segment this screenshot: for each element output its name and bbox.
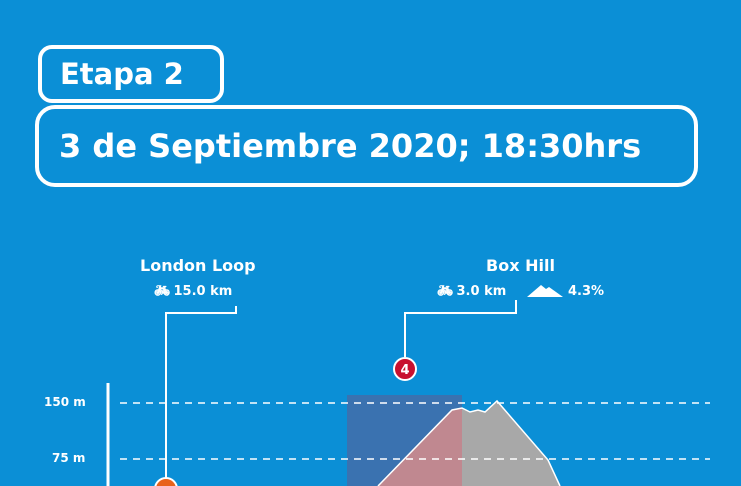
profile-segment [462, 401, 560, 486]
stage-label: Etapa 2 [60, 57, 184, 91]
box-hill-name: Box Hill [486, 256, 555, 275]
axis-label-75: 75 m [52, 451, 86, 465]
climb-segment [378, 408, 462, 486]
kom-marker [393, 357, 417, 381]
bicycle-icon: 🚲︎ [437, 284, 454, 299]
london-loop-distance: 🚲︎ 15.0 km [154, 284, 232, 299]
axis-label-150: 150 m [44, 395, 86, 409]
mountain-icon [527, 285, 563, 297]
london-loop-leader [165, 306, 237, 478]
date-label: 3 de Septiembre 2020; 18:30hrs [59, 127, 642, 165]
distance-value: 15.0 km [173, 284, 233, 299]
sprint-marker [154, 477, 178, 486]
profile-outline [377, 399, 561, 486]
distance-value: 3.0 km [456, 284, 507, 299]
stage-title: Etapa 2 [38, 45, 224, 103]
kom-marker-number: 4 [400, 363, 409, 378]
stage-date: 3 de Septiembre 2020; 18:30hrs [35, 105, 698, 187]
box-hill-distance: 🚲︎ 3.0 km [437, 284, 506, 299]
box-hill-leader [404, 300, 517, 357]
bicycle-icon: 🚲︎ [154, 284, 171, 299]
london-loop-name: London Loop [140, 256, 256, 275]
box-hill-gradient: 4.3% [568, 284, 605, 299]
